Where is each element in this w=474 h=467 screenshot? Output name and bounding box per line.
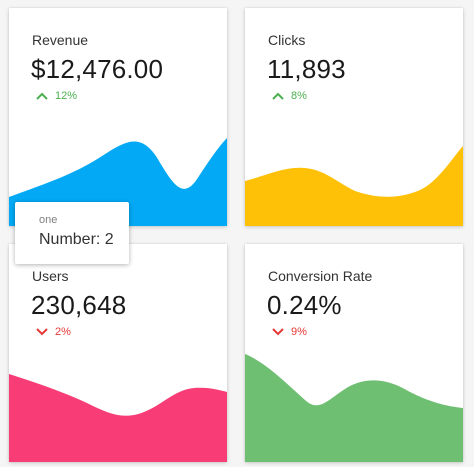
change-value: 2% [55,326,71,338]
card-title: Users [32,268,69,284]
change-indicator: 12% [35,90,77,102]
users-sparkline[interactable] [9,342,227,462]
tooltip-series-label: one [39,214,58,226]
arrow-down-icon [36,328,48,336]
card-value: $12,476.00 [31,54,164,84]
change-indicator: 8% [271,90,307,102]
change-indicator: 2% [35,326,71,338]
card-title: Conversion Rate [268,268,373,284]
sparkline-area [245,354,463,462]
sparkline-area [9,374,227,462]
card-value: 0.24% [267,290,342,320]
change-value: 8% [291,90,307,102]
conversion-rate-sparkline[interactable] [245,342,463,462]
change-value: 9% [291,326,307,338]
tooltip-value: Number: 2 [39,231,114,248]
arrow-down-icon [272,328,284,336]
arrow-up-icon [272,92,284,100]
users-card: Users 230,648 2% [9,244,227,462]
card-value: 11,893 [267,54,346,84]
change-value: 12% [55,90,78,102]
sparkline-area [245,146,463,226]
clicks-card: Clicks 11,893 8% [245,8,463,226]
clicks-sparkline[interactable] [245,106,463,226]
card-title: Clicks [268,32,306,48]
change-indicator: 9% [271,326,307,338]
arrow-up-icon [36,92,48,100]
revenue-card: Revenue $12,476.00 12% [9,8,227,226]
conversion-rate-card: Conversion Rate 0.24% 9% [245,244,463,462]
chart-tooltip: one Number: 2 [15,202,129,264]
card-title: Revenue [32,32,89,48]
card-value: 230,648 [31,290,127,320]
